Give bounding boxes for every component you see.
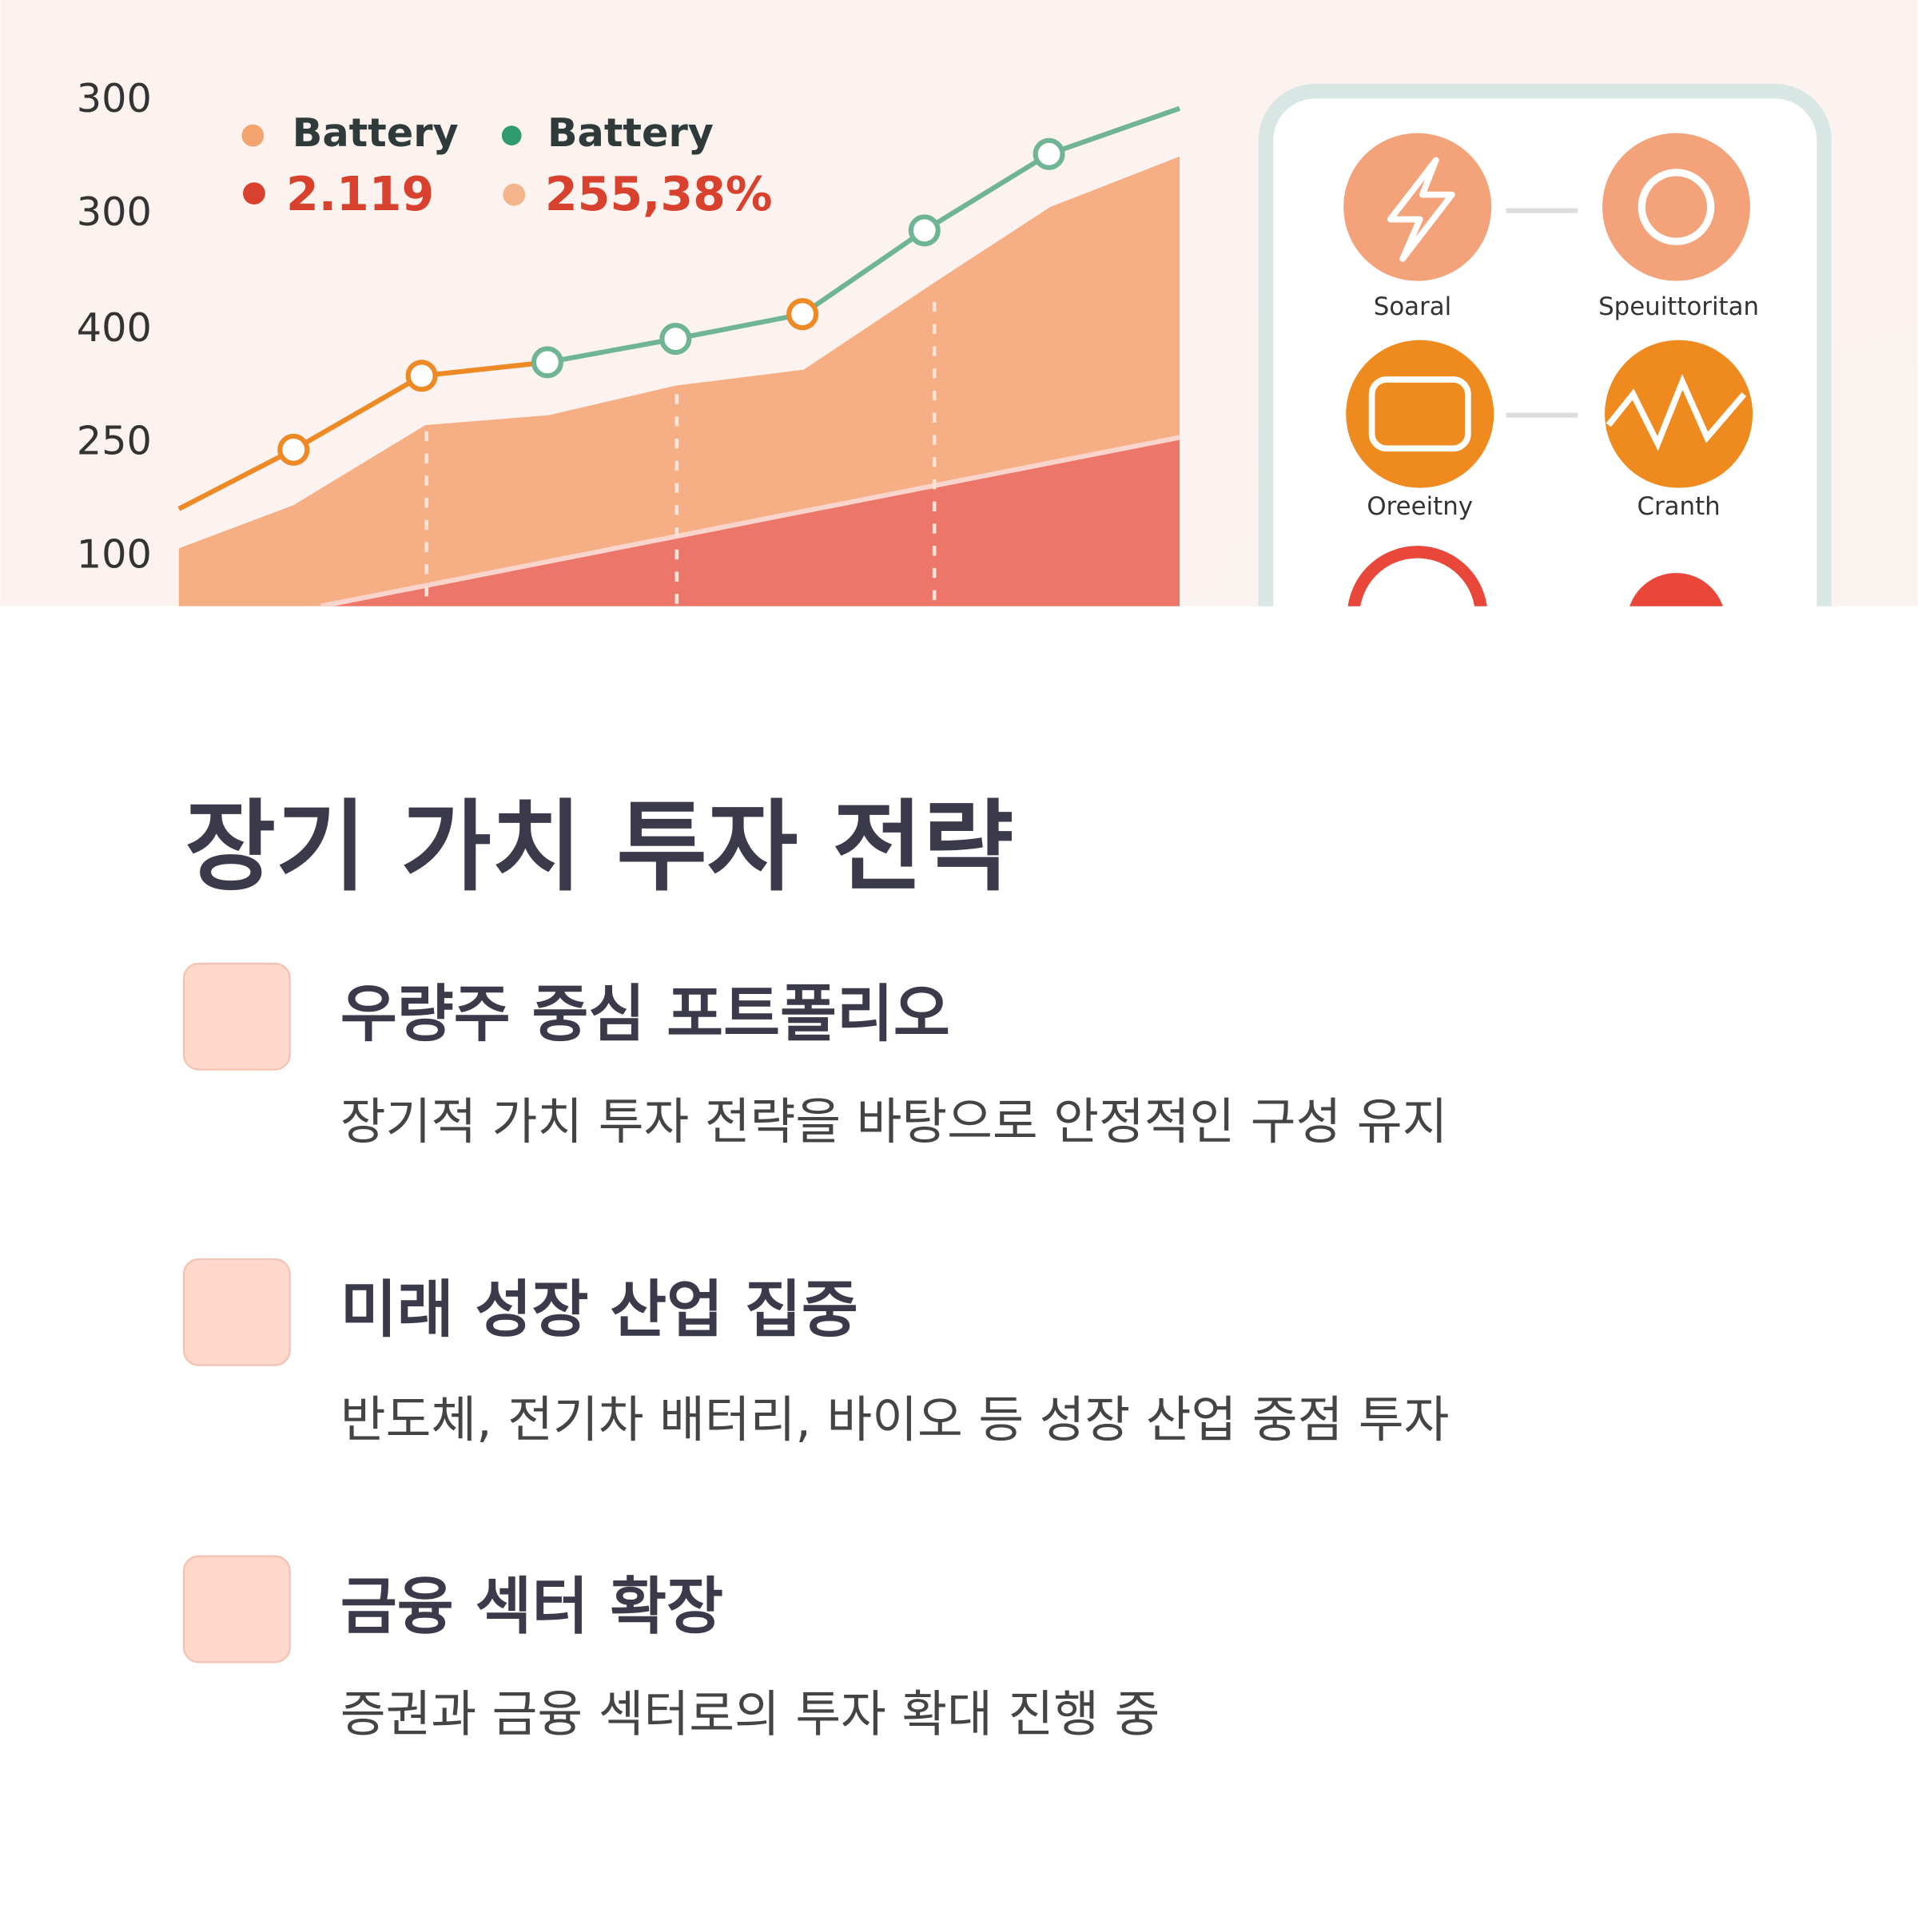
axis-label: 250 bbox=[77, 418, 152, 464]
dashes bbox=[424, 301, 937, 606]
icon-glyph bbox=[1606, 374, 1747, 451]
icon bbox=[1605, 340, 1753, 488]
icon-label: Oreeitny bbox=[1367, 492, 1473, 521]
icon bbox=[1630, 573, 1723, 606]
icon bbox=[1347, 546, 1487, 606]
legend-value: 255,38% bbox=[545, 167, 773, 221]
item-title: 미래 성장 산업 집중 bbox=[340, 1274, 858, 1346]
legend-label: Battery bbox=[292, 109, 459, 156]
axis-label: 100 bbox=[77, 531, 152, 578]
legend-dot bbox=[503, 183, 526, 206]
connectors bbox=[1506, 208, 1578, 418]
item-description: 증권과 금융 섹터로의 투자 확대 진행 중 bbox=[340, 1686, 1160, 1743]
legend-dot bbox=[501, 125, 522, 145]
item-description: 반도체, 전기차 배터리, 바이오 등 성장 산업 중점 투자 bbox=[340, 1391, 1450, 1449]
icon-label: Speuittoritan bbox=[1598, 292, 1759, 321]
item: 미래 성장 산업 집중 반도체, 전기차 배터리, 바이오 등 성장 산업 중점… bbox=[182, 1258, 1450, 1449]
axis-label: 400 bbox=[77, 304, 152, 351]
item-box bbox=[182, 1555, 291, 1664]
line-green bbox=[547, 105, 1181, 365]
icon-label: Soaral bbox=[1374, 292, 1451, 321]
axis-label: 300 bbox=[77, 75, 152, 121]
item-title: 금융 섹터 확장 bbox=[340, 1571, 723, 1643]
legend-dot bbox=[241, 124, 265, 147]
item-box bbox=[182, 1258, 291, 1366]
icon-label: Cranth bbox=[1637, 492, 1720, 521]
legend-label: Battery bbox=[547, 109, 714, 156]
item: 금융 섹터 확장 증권과 금융 섹터로의 투자 확대 진행 중 bbox=[182, 1555, 1160, 1743]
axis-label: 300 bbox=[77, 189, 152, 235]
icon bbox=[1346, 340, 1494, 488]
icon-glyph bbox=[1387, 157, 1455, 262]
area-edge bbox=[320, 435, 1180, 606]
item-title: 우량주 중심 포트폴리오 bbox=[340, 978, 950, 1050]
item-box bbox=[182, 962, 291, 1071]
line-orange bbox=[177, 360, 548, 511]
legend-value: 2.119 bbox=[286, 167, 434, 221]
icon-glyph bbox=[1637, 169, 1715, 245]
points bbox=[277, 137, 1065, 466]
item: 우량주 중심 포트폴리오 장기적 가치 투자 전략을 바탕으로 안정적인 구성 … bbox=[182, 962, 1447, 1151]
icon-glyph bbox=[1368, 376, 1471, 452]
legend-dot bbox=[243, 182, 265, 205]
section-title: 장기 가치 투자 전략 bbox=[185, 790, 1014, 905]
item-description: 장기적 가치 투자 전략을 바탕으로 안정적인 구성 유지 bbox=[340, 1093, 1447, 1151]
hero-image: 300 300 400 250 100 Battery Battery 2.11… bbox=[0, 0, 1918, 606]
icon bbox=[1343, 133, 1492, 281]
icon bbox=[1602, 133, 1751, 281]
